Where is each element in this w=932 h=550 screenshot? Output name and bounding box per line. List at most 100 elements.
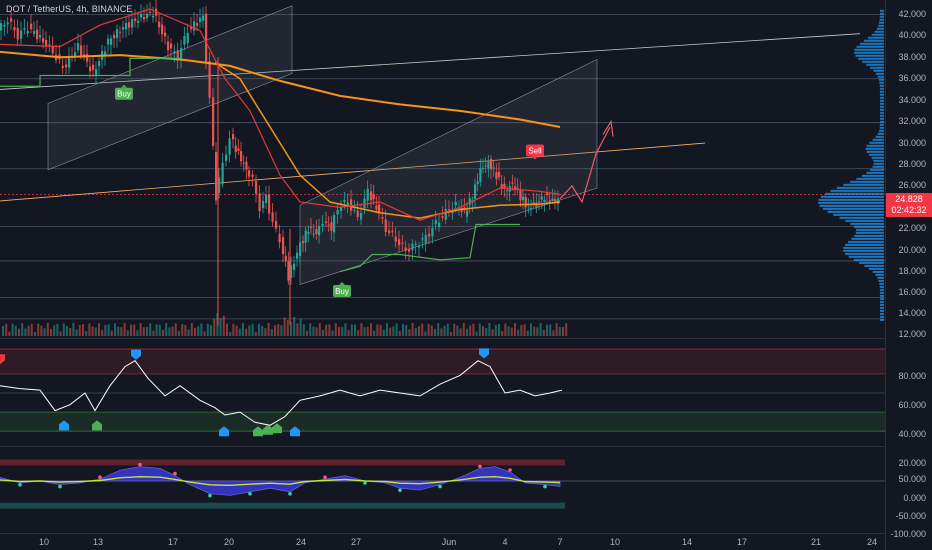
volume-bar (494, 325, 497, 336)
candle (438, 222, 441, 228)
volume-bar (171, 326, 174, 336)
profile-bar (863, 39, 884, 42)
osc-lower-band (0, 502, 565, 509)
rsi-label: 40.000 (898, 429, 926, 439)
volume-bar (411, 323, 414, 336)
candle (514, 186, 517, 191)
volume-bar (18, 328, 20, 336)
volume-bar (344, 323, 347, 336)
candle (173, 51, 176, 54)
profile-bar (854, 51, 884, 54)
candle (468, 198, 471, 205)
volume-bar (8, 331, 11, 336)
profile-bar (855, 228, 884, 231)
time-axis[interactable]: 10 13 17 20 24 27 Jun 4 7 10 14 17 21 24 (0, 533, 886, 550)
candle (199, 17, 202, 23)
candle (312, 233, 315, 235)
volume-bar (168, 327, 171, 336)
chart-canvas[interactable]: Buy Buy Sell (0, 0, 886, 534)
volume-bar (75, 329, 78, 336)
volume-bar (24, 328, 27, 336)
profile-bar (866, 171, 884, 174)
profile-bar (855, 231, 884, 234)
candle (164, 32, 167, 37)
volume-bar (309, 323, 312, 336)
candle (524, 197, 527, 208)
volume-bar (238, 328, 241, 336)
volume-profile (818, 9, 884, 321)
volume-bar (402, 324, 404, 336)
volume-bar (382, 329, 385, 336)
projection-line (559, 126, 611, 204)
candle (215, 151, 218, 201)
osc-dot (58, 484, 62, 489)
time-label: 10 (38, 537, 50, 547)
candle (205, 13, 208, 62)
candle (30, 23, 33, 30)
profile-bar (871, 33, 884, 36)
profile-bar (880, 315, 884, 318)
candle (122, 27, 125, 30)
candle (454, 201, 457, 206)
candle (441, 216, 444, 218)
candle (391, 231, 394, 233)
candle (232, 133, 235, 140)
profile-bar (879, 114, 884, 117)
profile-bar (851, 237, 884, 240)
volume-bar (299, 318, 302, 336)
volume-bar (274, 325, 276, 336)
candle (104, 51, 107, 57)
candle (128, 22, 131, 28)
profile-bar (843, 246, 884, 249)
pane-divider-rsi[interactable] (0, 338, 886, 339)
ma-fast-line (0, 8, 561, 221)
candle (336, 210, 339, 215)
volume-bar (395, 323, 398, 336)
time-label: 27 (350, 537, 362, 547)
candle (13, 27, 16, 31)
volume-bar (562, 326, 564, 336)
volume-bar (354, 324, 356, 336)
volume-bar (155, 324, 158, 336)
candle (551, 198, 554, 201)
profile-bar (876, 27, 884, 30)
time-label: 10 (609, 537, 621, 547)
volume-bar (373, 330, 376, 336)
volume-bar (50, 328, 52, 336)
profile-bar (879, 105, 884, 108)
symbol-title[interactable]: DOT / TetherUS, 4h, BINANCE (6, 4, 133, 14)
time-label: 24 (866, 537, 878, 547)
osc-dot (478, 464, 482, 469)
volume-bar (318, 323, 321, 336)
candle (474, 184, 477, 199)
candle (140, 13, 143, 18)
candle (83, 54, 86, 56)
rsi-signal-marker (59, 420, 69, 431)
buy-signal: Buy (333, 281, 351, 297)
volume-bar (264, 328, 267, 336)
signal-box (526, 144, 544, 157)
osc-dot (208, 493, 212, 498)
rsi-signal-marker (290, 426, 300, 437)
profile-bar (873, 159, 884, 162)
candle (401, 242, 404, 244)
pane-divider-osc[interactable] (0, 446, 886, 447)
time-label: 14 (681, 537, 693, 547)
profile-bar (879, 87, 884, 90)
volume-bar (219, 318, 222, 336)
candle (6, 22, 9, 25)
osc-label: 50.000 (898, 474, 926, 484)
candle (404, 247, 407, 251)
candle (372, 194, 375, 200)
volume-bar (421, 323, 424, 336)
volume-bar (62, 323, 65, 336)
volume-bar (130, 324, 132, 336)
price-axis[interactable]: 42.000 40.000 38.000 36.000 34.000 32.00… (885, 0, 932, 550)
candle (360, 212, 363, 220)
volume-bar (427, 323, 430, 336)
volume-bar (366, 326, 369, 336)
price-label: 18.000 (898, 266, 926, 276)
volume-bar (443, 325, 446, 336)
profile-bar (820, 195, 884, 198)
